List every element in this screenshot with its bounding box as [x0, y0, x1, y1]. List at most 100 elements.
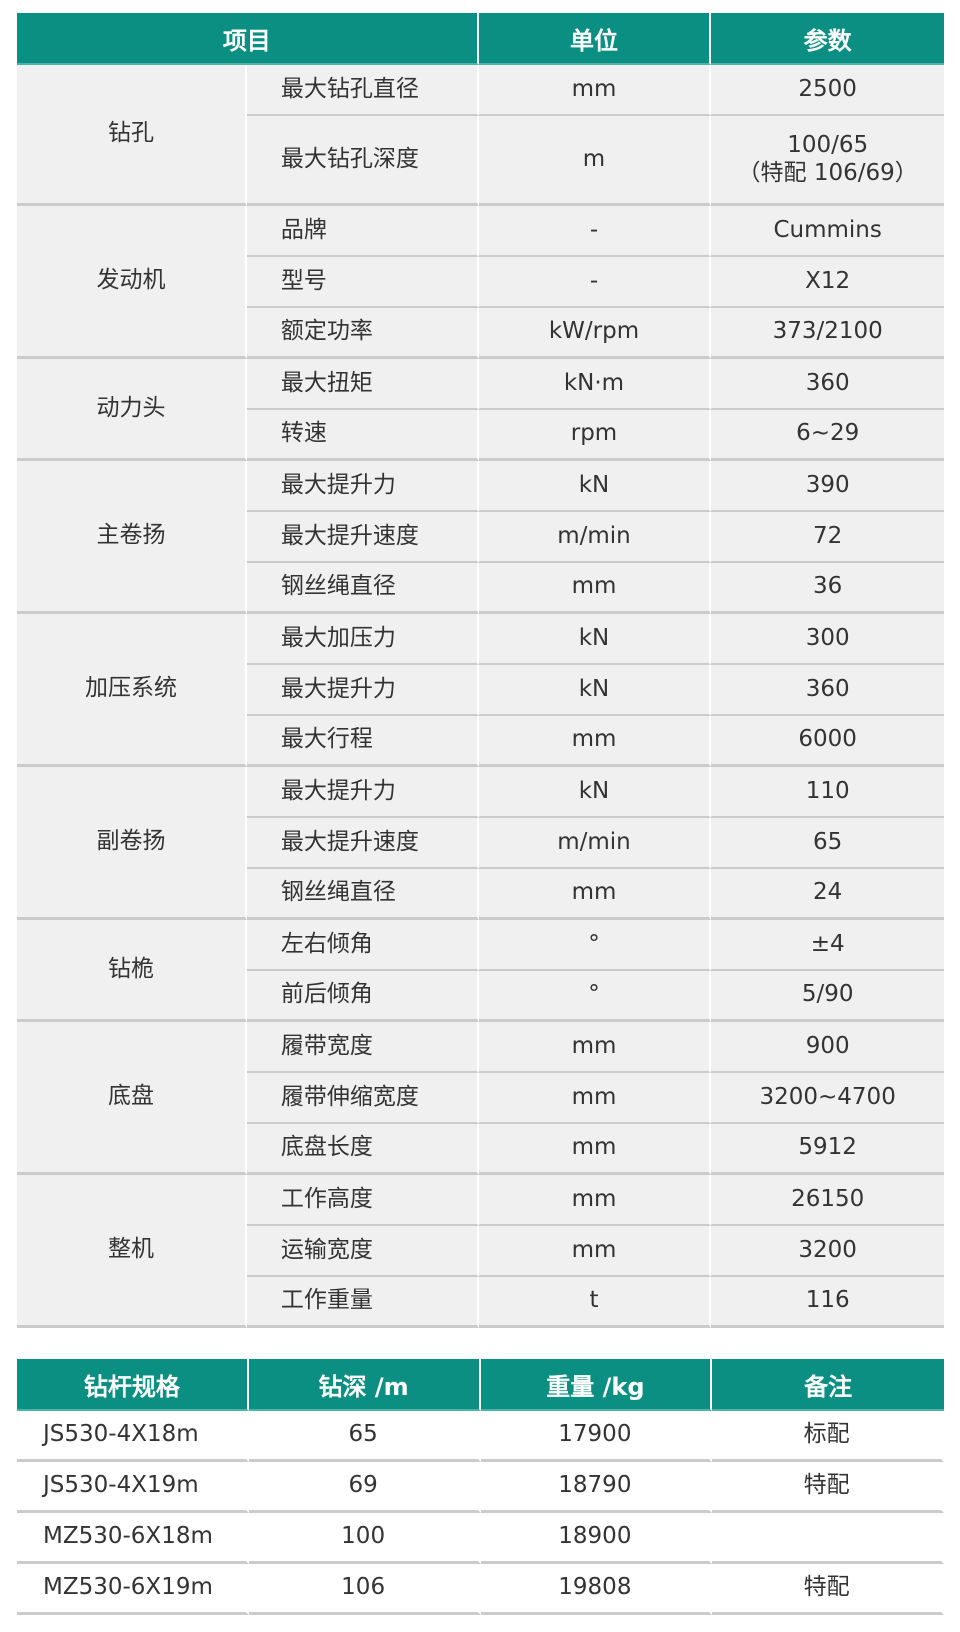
spec-value: 110	[711, 767, 944, 818]
spec-value: 6~29	[711, 410, 944, 461]
spec-value: 24	[711, 869, 944, 920]
spec-unit: rpm	[478, 410, 712, 461]
spec-row: 型号 - X12	[17, 257, 944, 308]
spec-unit: mm	[478, 1226, 712, 1277]
spec-value: 3200~4700	[711, 1073, 944, 1124]
spec-unit: kN	[478, 767, 712, 818]
header-item: 项目	[17, 13, 479, 65]
spec-group-name: 钻孔	[17, 65, 247, 206]
rod-weight: 18790	[480, 1462, 713, 1513]
spec-value: X12	[711, 257, 944, 308]
spec-unit: -	[478, 257, 712, 308]
spec-header-row: 项目 单位 参数	[17, 13, 944, 65]
spec-name: 最大行程	[246, 716, 479, 767]
spec-value: 100/65 （特配 106/69）	[711, 116, 944, 206]
spec-value: Cummins	[711, 206, 944, 257]
spec-value: 360	[711, 359, 944, 410]
spec-unit: -	[478, 206, 712, 257]
spec-group-name: 钻桅	[17, 920, 247, 1022]
spec-row: 最大提升速度 m/min 72	[17, 512, 944, 563]
spec-name: 运输宽度	[246, 1226, 479, 1277]
spec-value: 2500	[711, 65, 944, 116]
rod-spec: MZ530-6X18m	[17, 1513, 249, 1564]
rod-row: JS530-4X18m 65 17900 标配	[17, 1411, 944, 1462]
spec-group-name: 整机	[17, 1175, 247, 1328]
spec-unit: mm	[478, 1175, 712, 1226]
spec-row: 钢丝绳直径 mm 24	[17, 869, 944, 920]
spec-value: ±4	[711, 920, 944, 971]
spec-group-name: 动力头	[17, 359, 247, 461]
rod-weight: 17900	[480, 1411, 713, 1462]
rod-remark: 标配	[712, 1411, 944, 1462]
spec-value: 6000	[711, 716, 944, 767]
rod-weight: 19808	[480, 1564, 713, 1615]
header-remark: 备注	[712, 1359, 944, 1411]
spec-name: 最大提升力	[246, 665, 479, 716]
spec-row: 整机 工作高度 mm 26150	[17, 1175, 944, 1328]
spec-name: 前后倾角	[246, 971, 479, 1022]
spec-row: 钢丝绳直径 mm 36	[17, 563, 944, 614]
spec-name: 左右倾角	[246, 920, 479, 971]
rod-row: MZ530-6X19m 106 19808 特配	[17, 1564, 944, 1615]
spec-row: 副卷扬 最大提升力 kN 110	[17, 767, 944, 920]
spec-row: 额定功率 kW/rpm 373/2100	[17, 308, 944, 359]
spec-name: 履带宽度	[246, 1022, 479, 1073]
spec-unit: mm	[478, 1073, 712, 1124]
spec-unit: t	[478, 1277, 712, 1328]
spec-group-name: 主卷扬	[17, 461, 247, 614]
spec-unit: mm	[478, 1124, 712, 1175]
rod-row: JS530-4X19m 69 18790 特配	[17, 1462, 944, 1513]
spec-unit: mm	[478, 65, 712, 116]
spec-name: 额定功率	[246, 308, 479, 359]
spec-row: 前后倾角 ° 5/90	[17, 971, 944, 1022]
spec-unit: kN·m	[478, 359, 712, 410]
spec-unit: °	[478, 971, 712, 1022]
spec-group-name: 底盘	[17, 1022, 247, 1175]
spec-name: 最大加压力	[246, 614, 479, 665]
rod-depth: 69	[248, 1462, 481, 1513]
spec-row: 钻桅 左右倾角 ° ±4	[17, 920, 944, 1022]
spec-unit: kN	[478, 461, 712, 512]
rod-depth: 65	[248, 1411, 481, 1462]
rod-header-row: 钻杆规格 钻深 /m 重量 /kg 备注	[17, 1359, 944, 1411]
spec-name: 最大提升力	[246, 461, 479, 512]
spec-unit: kN	[478, 665, 712, 716]
spec-name: 履带伸缩宽度	[246, 1073, 479, 1124]
spec-row: 钻孔 最大钻孔直径 mm 2500	[17, 65, 944, 206]
spec-row: 发动机 品牌 - Cummins	[17, 206, 944, 359]
header-unit: 单位	[478, 13, 712, 65]
header-weight: 重量 /kg	[480, 1359, 713, 1411]
spec-name: 最大扭矩	[246, 359, 479, 410]
spec-row: 转速 rpm 6~29	[17, 410, 944, 461]
drill-rod-table: 钻杆规格 钻深 /m 重量 /kg 备注 JS530-4X18m 65 17900 标…	[17, 1359, 944, 1615]
spec-value: 36	[711, 563, 944, 614]
rod-spec: JS530-4X18m	[17, 1411, 249, 1462]
spec-group-name: 副卷扬	[17, 767, 247, 920]
spec-value: 390	[711, 461, 944, 512]
spec-name: 品牌	[246, 206, 479, 257]
spec-row: 主卷扬 最大提升力 kN 390	[17, 461, 944, 614]
spec-row: 加压系统 最大加压力 kN 300	[17, 614, 944, 767]
spec-row: 底盘长度 mm 5912	[17, 1124, 944, 1175]
spec-group-name: 发动机	[17, 206, 247, 359]
spec-name: 最大提升速度	[246, 818, 479, 869]
spec-name: 最大提升速度	[246, 512, 479, 563]
spec-unit: mm	[478, 563, 712, 614]
spec-unit: mm	[478, 1022, 712, 1073]
spec-value: 3200	[711, 1226, 944, 1277]
spec-row: 底盘 履带宽度 mm 900	[17, 1022, 944, 1175]
spec-row: 履带伸缩宽度 mm 3200~4700	[17, 1073, 944, 1124]
spec-group-name: 加压系统	[17, 614, 247, 767]
spec-name: 转速	[246, 410, 479, 461]
rod-spec: MZ530-6X19m	[17, 1564, 249, 1615]
rod-depth: 100	[248, 1513, 481, 1564]
rod-row: MZ530-6X18m 100 18900	[17, 1513, 944, 1564]
spec-name: 工作高度	[246, 1175, 479, 1226]
spec-row: 最大行程 mm 6000	[17, 716, 944, 767]
spec-unit: m/min	[478, 818, 712, 869]
spec-unit: kW/rpm	[478, 308, 712, 359]
spec-unit: mm	[478, 716, 712, 767]
spec-table: 项目 单位 参数 钻孔 最大钻孔直径 mm 2500 最大钻孔深度 m 100/65 （特配…	[17, 13, 944, 1328]
spec-name: 最大钻孔深度	[246, 116, 479, 206]
spec-value: 300	[711, 614, 944, 665]
